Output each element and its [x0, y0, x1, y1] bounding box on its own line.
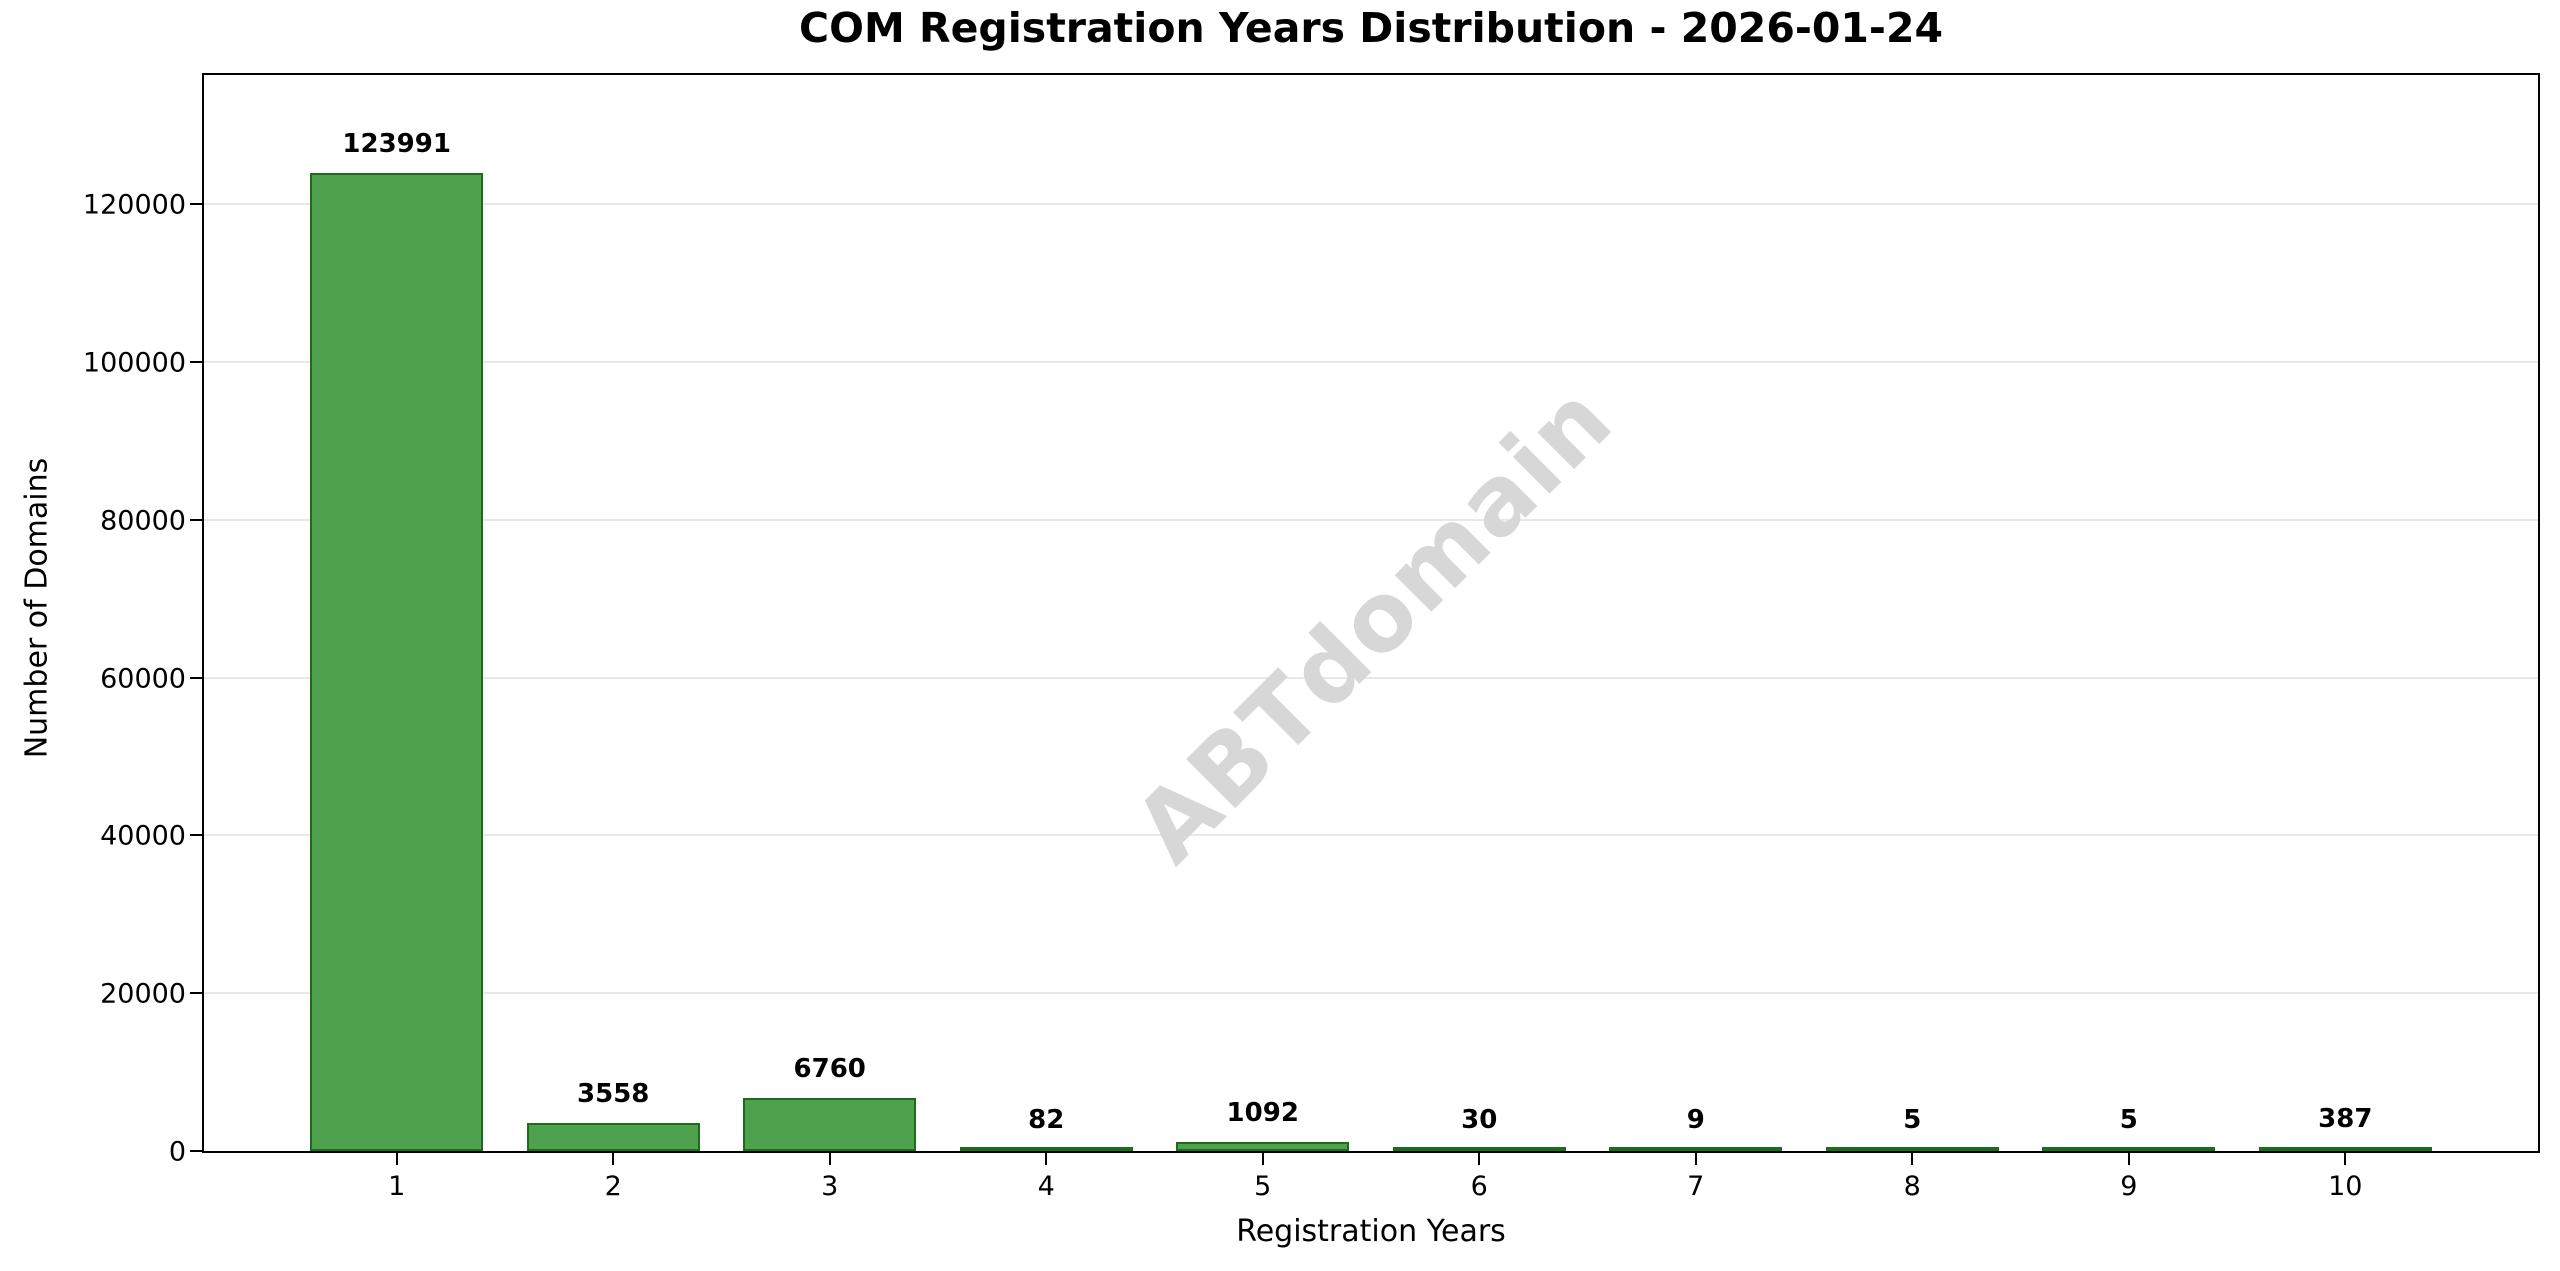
y-tick-label-100000: 100000	[82, 347, 186, 379]
y-tick-label-40000: 40000	[100, 820, 186, 852]
bar-year-6	[1392, 1147, 1566, 1151]
x-tick-label-4: 4	[1037, 1171, 1055, 1202]
x-tick-label-10: 10	[2328, 1171, 2363, 1202]
x-tick-label-1: 1	[388, 1171, 406, 1202]
y-tick-mark-0	[190, 1150, 202, 1152]
x-tick-label-2: 2	[604, 1171, 622, 1202]
y-tick-mark-20000	[190, 992, 202, 995]
gridline-y-120000	[204, 203, 2538, 206]
x-tick-label-8: 8	[1903, 1171, 1921, 1202]
bar-value-label-year-8: 5	[1903, 1105, 1922, 1135]
bar-value-label-year-4: 82	[1028, 1105, 1065, 1135]
bar-year-7	[1609, 1147, 1783, 1151]
bar-year-3	[743, 1097, 917, 1151]
x-tick-label-9: 9	[2120, 1171, 2138, 1202]
bar-value-label-year-3: 6760	[793, 1053, 866, 1084]
y-axis-label: Number of Domains	[19, 457, 55, 759]
y-tick-label-20000: 20000	[100, 978, 186, 1010]
y-tick-label-60000: 60000	[100, 663, 186, 695]
x-tick-mark-7	[1694, 1153, 1697, 1165]
x-tick-label-7: 7	[1687, 1171, 1705, 1202]
x-tick-mark-2	[612, 1153, 615, 1165]
bar-year-9	[2042, 1147, 2216, 1151]
y-tick-label-80000: 80000	[100, 505, 186, 537]
plot-area: ABTdomain 123991 3558 6760 82 1092 30 9 5 5 387	[202, 73, 2540, 1153]
bar-value-label-year-1: 123991	[342, 128, 451, 159]
gridline-y-60000	[204, 676, 2538, 679]
gridline-y-80000	[204, 518, 2538, 521]
bar-year-2	[526, 1122, 700, 1151]
gridline-y-40000	[204, 834, 2538, 837]
chart-title: COM Registration Years Distribution - 20…	[799, 4, 1943, 52]
x-tick-mark-6	[1478, 1153, 1481, 1165]
x-tick-label-3: 3	[821, 1171, 839, 1202]
bar-year-1	[310, 172, 484, 1151]
x-tick-label-5: 5	[1254, 1171, 1272, 1202]
bar-value-label-year-7: 9	[1686, 1105, 1705, 1135]
gridline-y-100000	[204, 361, 2538, 364]
y-tick-mark-100000	[190, 361, 202, 364]
bar-value-label-year-6: 30	[1461, 1105, 1498, 1135]
bar-year-5	[1176, 1142, 1350, 1151]
x-tick-mark-8	[1911, 1153, 1914, 1165]
x-tick-mark-4	[1045, 1153, 1048, 1165]
x-tick-mark-3	[828, 1153, 831, 1165]
y-tick-label-120000: 120000	[82, 189, 186, 221]
bar-year-10	[2258, 1147, 2432, 1151]
y-tick-mark-120000	[190, 203, 202, 206]
bar-value-label-year-9: 5	[2119, 1105, 2138, 1135]
bar-value-label-year-10: 387	[2318, 1103, 2373, 1134]
bar-value-label-year-5: 1092	[1226, 1098, 1299, 1129]
bar-year-4	[959, 1147, 1133, 1151]
y-tick-mark-80000	[190, 518, 202, 521]
x-axis-label: Registration Years	[1236, 1214, 1506, 1249]
x-tick-mark-1	[395, 1153, 398, 1165]
y-tick-mark-60000	[190, 676, 202, 679]
y-tick-label-0: 0	[168, 1136, 186, 1168]
x-tick-mark-5	[1261, 1153, 1264, 1165]
bar-year-8	[1825, 1147, 1999, 1151]
y-tick-mark-40000	[190, 834, 202, 837]
x-tick-mark-9	[2127, 1153, 2130, 1165]
bar-value-label-year-2: 3558	[577, 1078, 650, 1109]
x-tick-label-6: 6	[1470, 1171, 1488, 1202]
x-tick-mark-10	[2344, 1153, 2347, 1165]
watermark: ABTdomain	[1114, 364, 1634, 884]
gridline-y-20000	[204, 992, 2538, 995]
